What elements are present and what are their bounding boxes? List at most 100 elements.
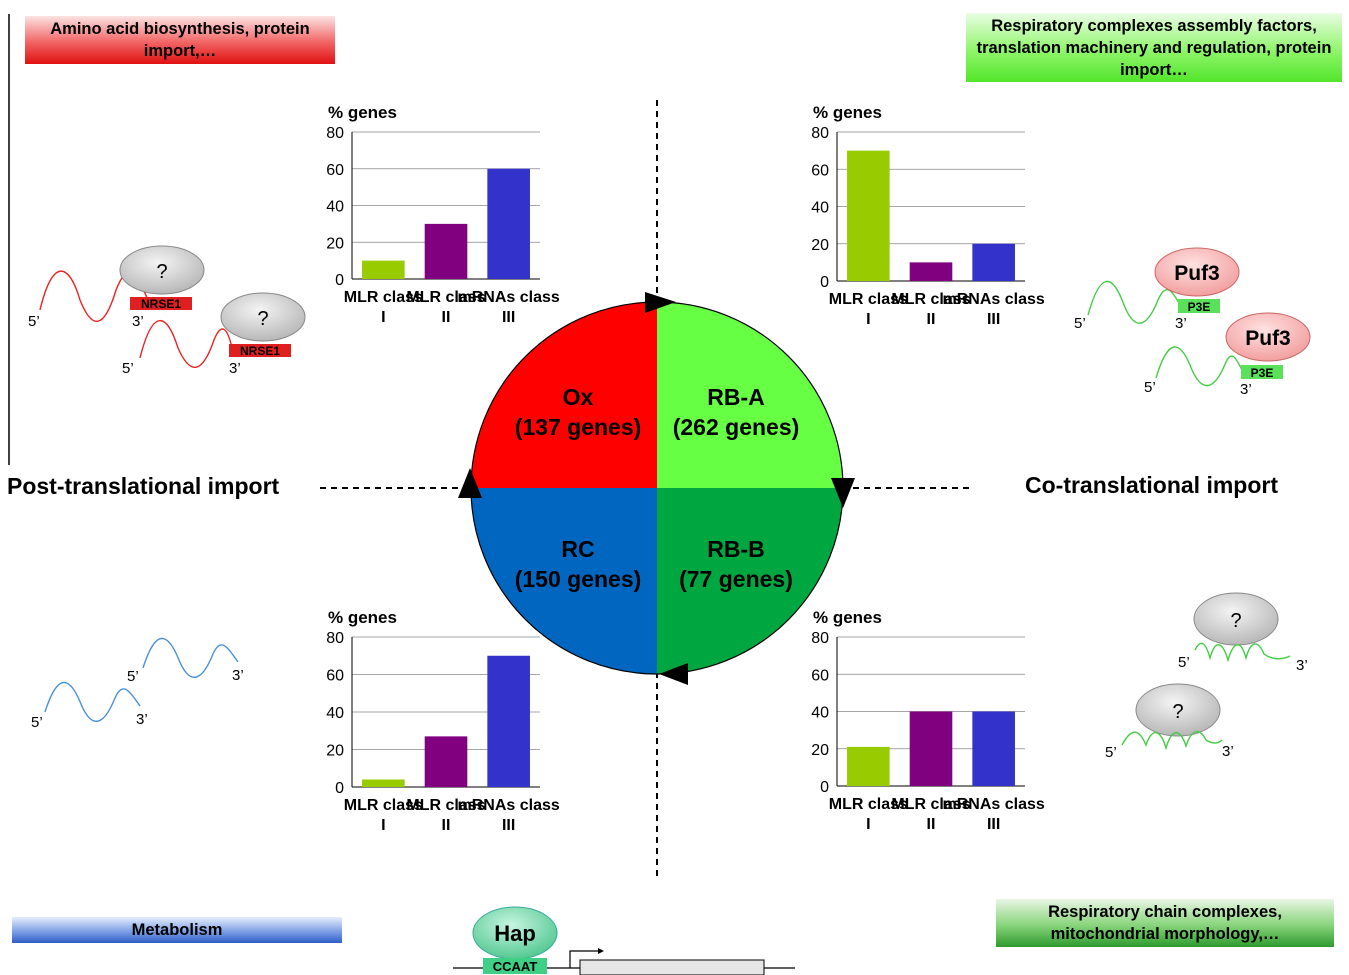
category-label: MLR class [406, 289, 485, 306]
three-prime-label: 3’ [136, 711, 148, 728]
category-label: MLR class [829, 291, 908, 308]
label-respiratory-assembly: Respiratory complexes assembly factors, … [966, 13, 1342, 82]
question-mark: ? [1230, 610, 1241, 632]
arrow-head-top [645, 292, 676, 313]
quadrant-rb-b [657, 488, 843, 674]
question-mark: ? [257, 308, 268, 330]
rba-name: RB-A [707, 384, 765, 410]
nrse1-tag [130, 297, 192, 310]
puf3-protein-icon [1225, 312, 1311, 362]
arrow-head-left [458, 468, 482, 498]
y-axis-label: % genes [328, 103, 397, 122]
y-tick-label: 40 [326, 199, 344, 216]
ox-genes: (137 genes) [515, 414, 642, 440]
arrow-head-bottom [659, 663, 688, 685]
rba-mrna-group: Puf3 P3E 5’ 3’ Puf3 P3E 5’ 3’ [1074, 247, 1311, 398]
category-label: III [987, 311, 1000, 328]
quadrant-ox [471, 302, 657, 488]
bar-rba-2 [909, 262, 953, 281]
y-tick-label: 20 [326, 235, 344, 252]
three-prime-label: 3’ [1240, 381, 1252, 398]
category-label: III [987, 816, 1000, 833]
three-prime-label: 3’ [232, 667, 244, 684]
y-tick-label: 60 [811, 667, 829, 684]
y-tick-label: 20 [326, 743, 344, 760]
category-label: I [381, 309, 385, 326]
label-co-translational-import: Co-translational import [1025, 472, 1279, 498]
rbb-name: RB-B [707, 536, 765, 562]
category-label: II [927, 816, 936, 833]
chart-rbb: 0 20 40 60 80 % genes MLR class I MLR class II mRN… [811, 608, 1045, 833]
category-label: II [927, 311, 936, 328]
bar-rbb-2 [909, 711, 953, 786]
y-axis-label: % genes [813, 608, 882, 627]
five-prime-label: 5’ [127, 668, 139, 685]
y-tick-label: 20 [811, 237, 829, 254]
bar-rbb-3 [972, 711, 1015, 786]
y-tick-label: 80 [811, 125, 829, 142]
three-prime-label: 3’ [1222, 743, 1234, 760]
rc-mrna-group: 5’ 3’ 5’ 3’ [31, 637, 244, 731]
bar-rbb-1 [847, 746, 890, 786]
y-tick-label: 0 [820, 779, 829, 796]
quadrant-rb-a [657, 302, 843, 488]
ccaat-label: CCAAT [493, 959, 538, 974]
y-tick-label: 0 [820, 274, 829, 291]
transcription-arrow-head [598, 948, 604, 954]
category-label: II [442, 817, 451, 834]
quadrant-rc [471, 488, 657, 674]
y-tick-label: 40 [811, 200, 829, 217]
ccaat-box [483, 958, 547, 974]
nrse1-label: NRSE1 [141, 297, 181, 311]
five-prime-label: 5’ [1144, 379, 1156, 396]
label-metabolism: Metabolism [12, 917, 342, 943]
nrse1-label: NRSE1 [240, 344, 280, 358]
p3e-tag [1241, 365, 1283, 379]
bar-rc-1 [362, 779, 405, 787]
category-label: mRNAs class [943, 796, 1045, 813]
bar-rba-1 [847, 150, 890, 281]
y-tick-label: 40 [326, 705, 344, 722]
three-prime-label: 3’ [229, 360, 241, 377]
question-mark: ? [1172, 701, 1183, 723]
category-label: III [502, 309, 515, 326]
three-prime-label: 3’ [132, 313, 144, 330]
category-label: mRNAs class [943, 291, 1045, 308]
rc-name: RC [561, 536, 594, 562]
chart-rba: 0 20 40 60 80 % genes MLR class I MLR class II mRN… [811, 103, 1045, 328]
category-label: mRNAs class [458, 797, 560, 814]
p3e-label: P3E [1188, 300, 1211, 314]
gene-box [579, 959, 765, 975]
p3e-label: P3E [1251, 366, 1274, 380]
three-prime-label: 3’ [1296, 657, 1308, 674]
category-label: II [442, 309, 451, 326]
bar-rba-3 [972, 243, 1015, 281]
five-prime-label: 5’ [122, 360, 134, 377]
label-post-translational-import: Post-translational import [7, 473, 280, 499]
category-label: MLR class [891, 291, 970, 308]
category-label: MLR class [344, 289, 423, 306]
y-tick-label: 80 [326, 630, 344, 647]
cycle-circle [470, 301, 844, 675]
puf3-label: Puf3 [1245, 327, 1291, 350]
category-label: I [381, 817, 385, 834]
category-label: I [866, 311, 870, 328]
label-respiratory-chain: Respiratory chain complexes, mitochondri… [996, 899, 1334, 947]
ox-mrna-group: ? NRSE1 5’ 3’ ? NRSE1 5’ 3’ [28, 245, 306, 377]
rbb-genes: (77 genes) [679, 566, 793, 592]
nrse1-tag [229, 344, 291, 357]
rba-genes: (262 genes) [673, 414, 800, 440]
y-tick-label: 20 [811, 742, 829, 759]
y-tick-label: 0 [335, 780, 344, 797]
rbb-mrna-group: ? 5’ 3’ ? 5’ 3’ [1105, 592, 1308, 761]
chart-ox: 0 20 40 60 80 % genes MLR class I MLR class II mRN… [326, 103, 560, 326]
label-amino-acid-biosynthesis: Amino acid biosynthesis, protein import,… [25, 16, 335, 64]
y-tick-label: 60 [326, 162, 344, 179]
y-axis-label: % genes [328, 608, 397, 627]
five-prime-label: 5’ [1105, 744, 1117, 761]
unknown-protein-icon [1135, 683, 1221, 737]
category-label: MLR class [344, 797, 423, 814]
category-label: MLR class [829, 796, 908, 813]
